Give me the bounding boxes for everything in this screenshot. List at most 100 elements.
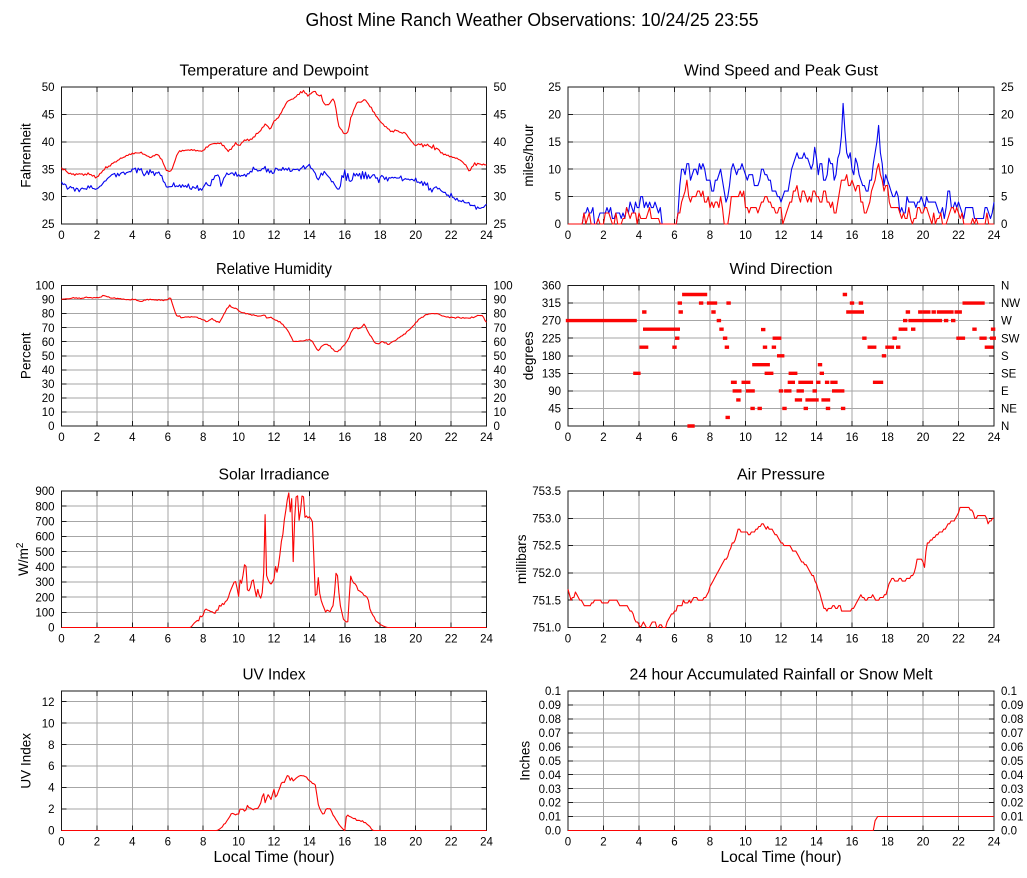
svg-text:80: 80 <box>42 309 55 321</box>
svg-text:0.02: 0.02 <box>539 798 561 810</box>
svg-text:degrees: degrees <box>521 331 536 380</box>
svg-text:10: 10 <box>739 230 752 242</box>
svg-text:20: 20 <box>409 432 422 444</box>
svg-text:90: 90 <box>42 295 55 307</box>
svg-text:4: 4 <box>636 837 643 849</box>
svg-text:25: 25 <box>42 219 55 231</box>
svg-text:0.01: 0.01 <box>539 812 561 824</box>
svg-text:300: 300 <box>35 577 54 589</box>
svg-text:2: 2 <box>600 432 606 444</box>
svg-text:25: 25 <box>1001 82 1014 94</box>
svg-text:2: 2 <box>94 634 100 646</box>
svg-text:6: 6 <box>165 634 171 646</box>
svg-text:10: 10 <box>548 164 561 176</box>
svg-text:90: 90 <box>548 386 561 398</box>
svg-text:4: 4 <box>636 432 643 444</box>
svg-text:30: 30 <box>42 192 55 204</box>
svg-text:24: 24 <box>480 230 493 242</box>
svg-text:Wind Speed and Peak Gust: Wind Speed and Peak Gust <box>684 63 879 80</box>
svg-text:0.02: 0.02 <box>1001 798 1023 810</box>
svg-text:2: 2 <box>600 230 606 242</box>
svg-text:22: 22 <box>952 837 965 849</box>
svg-text:12: 12 <box>42 697 55 709</box>
svg-text:18: 18 <box>374 634 387 646</box>
svg-text:24: 24 <box>988 432 1001 444</box>
svg-text:18: 18 <box>881 837 894 849</box>
svg-text:135: 135 <box>542 368 561 380</box>
svg-text:10: 10 <box>232 432 245 444</box>
svg-text:12: 12 <box>268 837 281 849</box>
svg-text:14: 14 <box>303 432 316 444</box>
svg-text:6: 6 <box>165 837 171 849</box>
svg-text:8: 8 <box>200 432 206 444</box>
svg-text:18: 18 <box>881 634 894 646</box>
svg-text:0: 0 <box>48 421 54 433</box>
svg-text:20: 20 <box>409 837 422 849</box>
svg-text:22: 22 <box>445 230 458 242</box>
svg-text:50: 50 <box>494 351 507 363</box>
svg-text:20: 20 <box>409 230 422 242</box>
svg-text:0.04: 0.04 <box>539 770 562 782</box>
svg-text:Solar Irradiance: Solar Irradiance <box>219 467 330 484</box>
svg-text:Wind Direction: Wind Direction <box>730 261 833 278</box>
svg-text:0: 0 <box>565 432 571 444</box>
svg-text:30: 30 <box>494 379 507 391</box>
svg-text:751.5: 751.5 <box>532 595 561 607</box>
svg-text:200: 200 <box>35 592 54 604</box>
svg-text:4: 4 <box>129 837 136 849</box>
svg-text:753.0: 753.0 <box>532 513 561 525</box>
svg-text:50: 50 <box>494 82 507 94</box>
svg-text:753.5: 753.5 <box>532 486 561 498</box>
svg-text:18: 18 <box>881 230 894 242</box>
svg-text:8: 8 <box>48 740 54 752</box>
svg-text:24: 24 <box>988 230 1001 242</box>
svg-text:752.0: 752.0 <box>532 568 561 580</box>
svg-text:24: 24 <box>988 634 1001 646</box>
svg-text:0.03: 0.03 <box>539 784 561 796</box>
svg-text:20: 20 <box>409 634 422 646</box>
svg-text:10: 10 <box>232 837 245 849</box>
svg-text:22: 22 <box>445 432 458 444</box>
svg-text:24: 24 <box>988 837 1001 849</box>
svg-text:10: 10 <box>739 634 752 646</box>
svg-text:5: 5 <box>555 192 561 204</box>
svg-text:12: 12 <box>268 432 281 444</box>
svg-text:6: 6 <box>165 230 171 242</box>
svg-text:16: 16 <box>338 230 351 242</box>
svg-text:18: 18 <box>881 432 894 444</box>
svg-text:0.08: 0.08 <box>539 714 561 726</box>
svg-text:Air Pressure: Air Pressure <box>737 467 825 484</box>
svg-text:70: 70 <box>42 323 55 335</box>
svg-text:0: 0 <box>494 421 500 433</box>
svg-text:0.1: 0.1 <box>545 686 561 698</box>
svg-text:SW: SW <box>1001 333 1020 345</box>
svg-text:Fahrenheit: Fahrenheit <box>19 123 34 188</box>
svg-text:45: 45 <box>42 110 55 122</box>
svg-text:35: 35 <box>42 164 55 176</box>
svg-text:45: 45 <box>494 110 507 122</box>
svg-text:0: 0 <box>58 837 64 849</box>
svg-text:90: 90 <box>494 295 507 307</box>
svg-text:0.07: 0.07 <box>1001 728 1023 740</box>
svg-text:Local Time (hour): Local Time (hour) <box>721 849 842 866</box>
svg-text:24 hour Accumulated Rainfall o: 24 hour Accumulated Rainfall or Snow Mel… <box>630 667 934 684</box>
svg-text:N: N <box>1001 281 1009 293</box>
svg-text:millibars: millibars <box>514 534 529 584</box>
svg-text:E: E <box>1001 386 1009 398</box>
svg-text:Inches: Inches <box>518 741 533 781</box>
svg-text:12: 12 <box>775 837 788 849</box>
svg-text:10: 10 <box>42 407 55 419</box>
svg-text:8: 8 <box>200 837 206 849</box>
svg-text:12: 12 <box>268 634 281 646</box>
svg-text:0.01: 0.01 <box>1001 812 1023 824</box>
svg-text:6: 6 <box>671 634 677 646</box>
svg-text:2: 2 <box>94 837 100 849</box>
svg-text:0.04: 0.04 <box>1001 770 1024 782</box>
svg-text:4: 4 <box>129 432 136 444</box>
svg-text:315: 315 <box>542 298 561 310</box>
svg-text:20: 20 <box>1001 110 1014 122</box>
svg-text:8: 8 <box>200 230 206 242</box>
svg-text:12: 12 <box>268 230 281 242</box>
svg-text:UV Index: UV Index <box>243 667 306 684</box>
svg-text:16: 16 <box>338 634 351 646</box>
